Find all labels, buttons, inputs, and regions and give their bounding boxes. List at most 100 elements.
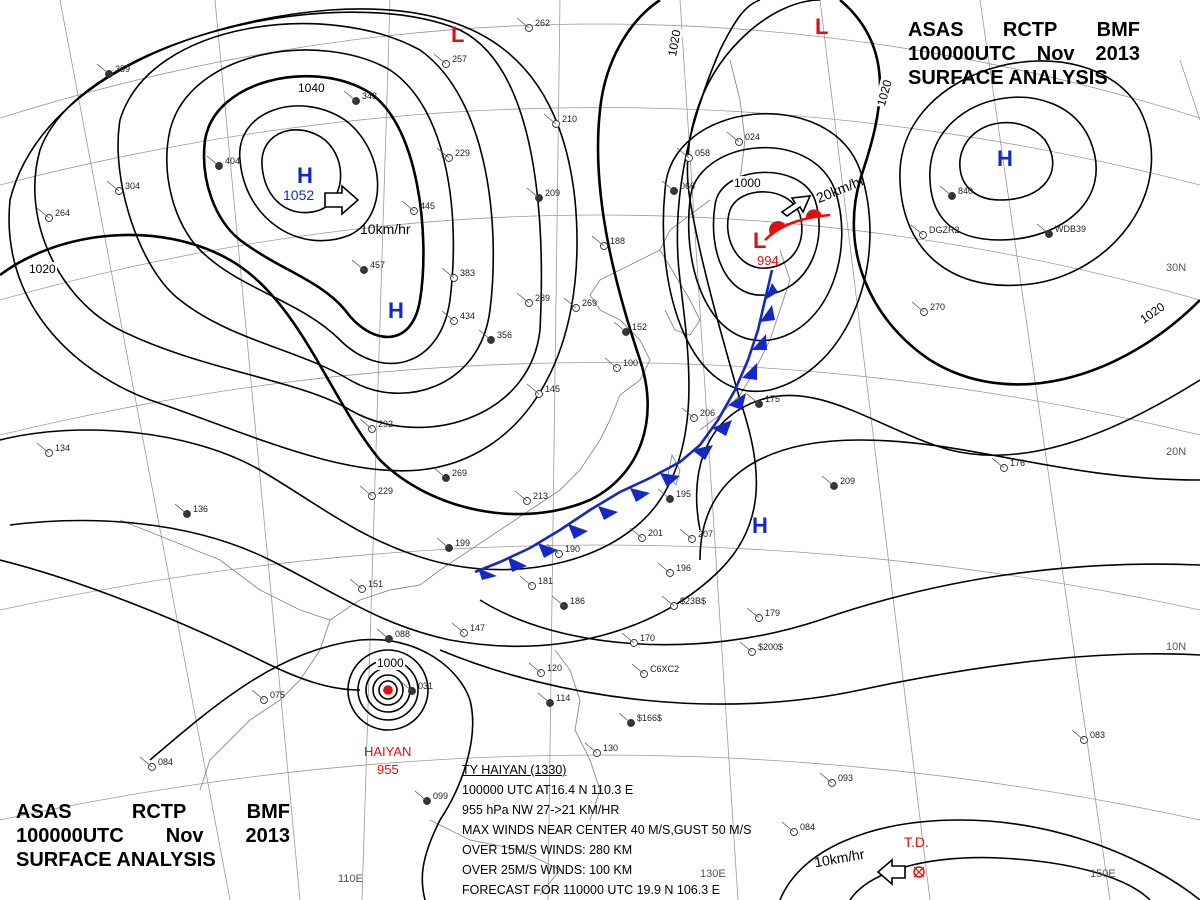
low-pressure-center: L <box>753 228 767 253</box>
isobar-1048 <box>239 105 379 242</box>
isobar-low-1004 <box>687 146 843 342</box>
bulletin-line: 100000 UTC AT16.4 N 110.3 E <box>462 783 634 797</box>
station-value: 066 <box>680 181 696 191</box>
isobar-south-high <box>699 439 1200 561</box>
isobar-1020-west <box>0 0 661 516</box>
station-wind-barb <box>681 407 695 419</box>
low-pressure-center: L <box>815 14 829 39</box>
station-wind-barb <box>441 267 455 279</box>
station-value: 206 <box>700 408 716 418</box>
station-value: $166$ <box>637 713 663 723</box>
station-value: 289 <box>535 293 551 303</box>
station-wind-barb <box>433 53 447 65</box>
station-value: 210 <box>562 114 578 124</box>
station-value: 134 <box>55 443 71 453</box>
header-station: RCTP <box>131 801 187 823</box>
station-value: 031 <box>418 681 434 691</box>
lon-line-160e <box>1179 59 1200 121</box>
station-value: 457 <box>370 260 386 270</box>
station-wind-barb <box>591 235 605 247</box>
station-value: 195 <box>676 489 692 499</box>
station-wind-barb <box>519 575 533 587</box>
station-wind-barb <box>661 180 675 192</box>
latitude-label: 20N <box>1166 446 1187 458</box>
station-wind-barb <box>343 90 357 102</box>
station-wind-barb <box>36 442 50 454</box>
station-wind-barb <box>604 357 618 369</box>
bulletin-line: 955 hPa NW 27->21 KM/HR <box>462 803 620 817</box>
station-value: 201 <box>648 528 664 538</box>
station-wind-barb <box>251 689 265 701</box>
station-wind-barb <box>349 578 363 590</box>
station-wind-barb <box>629 527 643 539</box>
station-wind-barb <box>657 562 671 574</box>
station-value: 114 <box>556 693 571 703</box>
station-value: 269 <box>582 298 598 308</box>
warm-front-dome <box>805 209 822 219</box>
station-value: 145 <box>545 384 561 394</box>
cold-front-tri <box>538 543 558 558</box>
station-value: 404 <box>225 156 241 166</box>
station-value: 093 <box>838 773 854 783</box>
warm-front <box>764 209 831 241</box>
high-pressure-center: H <box>997 146 1013 171</box>
typhoon-bulletin: TY HAIYAN (1330) 100000 UTC AT16.4 N 110… <box>462 760 751 900</box>
station-wind-barb <box>543 113 557 125</box>
station-value: 181 <box>538 576 554 586</box>
station-value: 186 <box>570 596 586 606</box>
station-wind-barb <box>526 187 540 199</box>
station-value: 100 <box>623 358 639 368</box>
header-time: 100000UTC <box>908 43 1016 65</box>
longitude-label: 150E <box>1090 868 1116 880</box>
isobar-1012 <box>9 0 821 647</box>
station-value: 084 <box>800 822 816 832</box>
cold-front-tri <box>728 393 746 410</box>
header-agency: ASAS <box>908 19 964 41</box>
cold-front-tri <box>478 568 497 580</box>
station-value: 179 <box>765 608 781 618</box>
indochina-coast <box>199 619 331 791</box>
philippines-coast <box>554 649 601 821</box>
isobar-1008-east <box>439 649 1200 705</box>
station-value: 084 <box>158 757 174 767</box>
isobar-1016 <box>0 0 761 571</box>
isobar-1008-west <box>0 559 361 691</box>
lat-line-10n <box>0 544 1200 611</box>
station-value: 270 <box>930 302 946 312</box>
lat-line-30n <box>0 214 1200 301</box>
motion-speed-label: 10km/hr <box>360 221 411 237</box>
header-code: BMF <box>1096 19 1140 41</box>
station-wind-barb <box>621 632 635 644</box>
station-value: $23B$ <box>680 596 707 606</box>
cold-front-tri <box>752 334 767 350</box>
header-title: SURFACE ANALYSIS <box>908 67 1108 89</box>
station-value: 840 <box>958 186 974 196</box>
station-value: 359 <box>115 64 131 74</box>
cold-front-tri <box>692 445 713 460</box>
cold-front-tri <box>742 363 757 380</box>
bulletin-line: FORECAST FOR 110000 UTC 19.9 N 106.3 E <box>462 883 720 897</box>
station-wind-barb <box>991 457 1005 469</box>
station-wind-barb <box>528 662 542 674</box>
motion-arrows <box>324 184 906 886</box>
bulletin-line: MAX WINDS NEAR CENTER 40 M/S,GUST 50 M/S <box>462 823 752 837</box>
station-wind-barb <box>821 475 835 487</box>
station-wind-barb <box>939 185 953 197</box>
station-value: 152 <box>632 322 648 332</box>
station-wind-barb <box>436 537 450 549</box>
map-header-top-right: ASAS RCTP BMF 100000UTC Nov 2013 SURFACE ANA… <box>908 18 1140 90</box>
station-value: 445 <box>420 201 436 211</box>
high-pressure-center: H <box>388 298 404 323</box>
lon-line-100e <box>214 0 301 900</box>
station-wind-barb <box>618 712 632 724</box>
isobar-low-1008 <box>662 113 871 393</box>
bulletin-line: OVER 15M/S WINDS: 280 KM <box>462 843 633 857</box>
station-wind-barb <box>631 663 645 675</box>
lon-line-120e <box>547 0 561 900</box>
header-code: BMF <box>246 801 290 823</box>
low-pressure-center: L <box>451 22 465 47</box>
station-wind-barb <box>911 301 925 313</box>
station-value: $200$ <box>758 642 784 652</box>
